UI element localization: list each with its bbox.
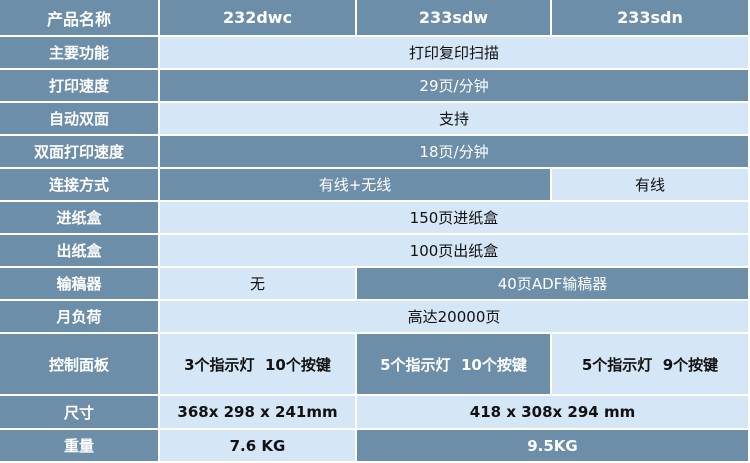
input-tray-value: 150页进纸盒 (160, 202, 748, 233)
speed-value: 29页/分钟 (160, 70, 748, 101)
panel-value-233sdw: 5个指示灯 10个按键 (357, 334, 550, 394)
weight-value-232dwc: 7.6 KG (160, 430, 355, 461)
row-label-panel: 控制面板 (0, 334, 158, 394)
weight-value-233: 9.5KG (357, 430, 748, 461)
connection-value-wired: 有线 (552, 169, 748, 200)
row-label-duty: 月负荷 (0, 301, 158, 332)
row-label-duplex-speed: 双面打印速度 (0, 136, 158, 167)
connection-value-wired-wireless: 有线+无线 (160, 169, 550, 200)
panel-value-232dwc: 3个指示灯 10个按键 (160, 334, 355, 394)
header-label: 产品名称 (0, 0, 158, 35)
row-label-input-tray: 进纸盒 (0, 202, 158, 233)
row-label-duplex: 自动双面 (0, 103, 158, 134)
row-label-adf: 输稿器 (0, 268, 158, 299)
output-tray-value: 100页出纸盒 (160, 235, 748, 266)
function-value: 打印复印扫描 (160, 37, 748, 68)
duplex-value: 支持 (160, 103, 748, 134)
row-label-speed: 打印速度 (0, 70, 158, 101)
header-model-232dwc: 232dwc (160, 0, 355, 35)
duty-value: 高达20000页 (160, 301, 748, 332)
size-value-233: 418 x 308x 294 mm (357, 396, 748, 428)
adf-value-233: 40页ADF输稿器 (357, 268, 748, 299)
header-model-233sdw: 233sdw (357, 0, 550, 35)
header-model-233sdn: 233sdn (552, 0, 748, 35)
adf-value-232dwc: 无 (160, 268, 355, 299)
row-label-function: 主要功能 (0, 37, 158, 68)
size-value-232dwc: 368x 298 x 241mm (160, 396, 355, 428)
duplex-speed-value: 18页/分钟 (160, 136, 748, 167)
row-label-size: 尺寸 (0, 396, 158, 428)
row-label-connection: 连接方式 (0, 169, 158, 200)
row-label-weight: 重量 (0, 430, 158, 461)
row-label-output-tray: 出纸盒 (0, 235, 158, 266)
panel-value-233sdn: 5个指示灯 9个按键 (552, 334, 748, 394)
